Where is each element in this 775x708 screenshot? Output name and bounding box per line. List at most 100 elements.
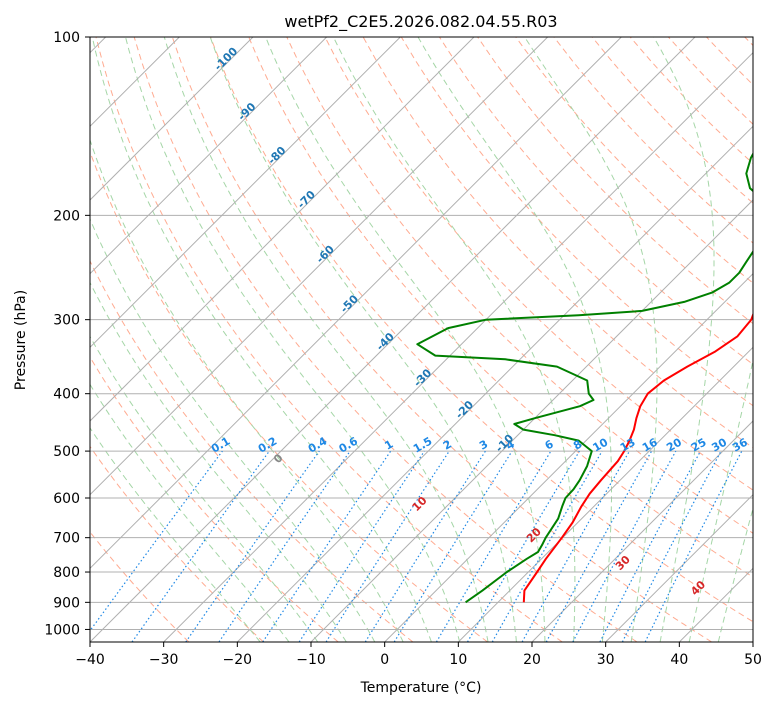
mixing-ratio-line [393, 450, 513, 642]
mixing-ratio-line [572, 450, 677, 642]
isotherm [678, 567, 753, 642]
dry-adiabat [286, 37, 753, 534]
moist-adiabat-label: 20 [524, 525, 544, 545]
isotherm [90, 37, 622, 570]
dry-adiabat [90, 150, 488, 642]
moist-adiabat [653, 37, 715, 642]
moist-adiabat [90, 217, 376, 642]
moist-adiabat [90, 427, 261, 642]
isotherm [90, 37, 549, 496]
moist-adiabat [209, 37, 517, 642]
y-tick-label: 100 [53, 30, 80, 46]
dry-adiabat [515, 37, 753, 284]
isotherm-label: -20 [453, 398, 476, 421]
mixing-ratio-label: 10 [591, 435, 611, 454]
isotherm [90, 37, 475, 422]
isotherm [163, 51, 753, 642]
background-lines [90, 37, 753, 642]
mixing-ratio-line [185, 450, 320, 642]
dry-adiabat [744, 37, 753, 47]
mixing-ratio-label: 30 [709, 435, 729, 454]
dry-adiabat [90, 445, 264, 642]
mixing-ratio-label: 16 [640, 435, 660, 454]
isotherm [90, 37, 696, 642]
mixing-ratio-line [599, 450, 702, 642]
isotherm [90, 37, 401, 349]
y-tick-label: 200 [53, 208, 80, 224]
isotherm-label: -90 [235, 100, 258, 123]
axes: −40 −30 −20 −10 0 10 20 30 40 5010020030040050060… [44, 30, 762, 668]
moist-adiabat [332, 37, 576, 642]
moist-adiabat [265, 37, 546, 642]
y-tick-label: 600 [53, 491, 80, 507]
chart-title: wetPf2_C2E5.2026.082.04.55.R03 [284, 12, 557, 32]
temperature-line [522, 312, 753, 603]
mixing-ratio-line [325, 450, 450, 642]
y-tick-label: 300 [53, 313, 80, 329]
mixing-ratio-line [262, 450, 392, 642]
mixing-ratio-label: 1.5 [411, 435, 434, 456]
mixing-ratio-label: 25 [689, 436, 709, 455]
moist-adiabat [90, 383, 290, 642]
y-tick-label: 700 [53, 531, 80, 547]
y-tick-label: 400 [53, 387, 80, 403]
y-axis-title: Pressure (hPa) [13, 290, 29, 390]
x-tick-label: 0 [380, 652, 389, 668]
isotherm-label: -100 [212, 44, 241, 73]
moist-adiabat [524, 37, 658, 642]
dry-adiabat [477, 37, 753, 325]
isotherm-label: -60 [314, 242, 337, 265]
moist-adiabat [688, 358, 753, 642]
y-tick-label: 500 [53, 444, 80, 460]
isotherm [90, 37, 328, 275]
mixing-ratio-line [644, 450, 743, 642]
x-axis-title: Temperature (°C) [360, 680, 482, 696]
dry-adiabat [90, 259, 414, 642]
dry-adiabat [324, 37, 753, 491]
isotherm [531, 420, 753, 642]
isotherm-label: -70 [295, 188, 318, 211]
dry-adiabat [171, 37, 712, 642]
x-tick-label: 20 [523, 652, 541, 668]
x-tick-label: 10 [449, 652, 467, 668]
mixing-ratio-line [521, 450, 631, 642]
x-tick-label: 50 [744, 652, 762, 668]
dry-adiabat [591, 37, 753, 204]
mixing-ratio-line [364, 450, 486, 642]
moist-adiabat [90, 335, 319, 642]
x-tick-label: −20 [223, 652, 253, 668]
y-tick-label: 1000 [44, 622, 80, 638]
mixing-ratio-line [218, 450, 351, 642]
isotherm [310, 199, 753, 642]
x-tick-label: 30 [597, 652, 615, 668]
y-tick-label: 900 [53, 595, 80, 611]
isotherm-label: -30 [411, 366, 434, 389]
dry-adiabat [248, 37, 753, 578]
mixing-ratio-label: 20 [664, 435, 684, 454]
moist-adiabat [90, 138, 404, 642]
mixing-ratio-label: 0.1 [209, 435, 232, 456]
moist-adiabat [417, 37, 612, 642]
dry-adiabat [706, 37, 753, 86]
isotherm-label: -50 [338, 292, 361, 315]
isotherm-label: -80 [265, 144, 288, 167]
x-tick-label: 40 [670, 652, 688, 668]
dry-adiabat [668, 37, 753, 125]
mixing-ratio-line [90, 450, 223, 632]
isotherm [457, 346, 753, 642]
mixing-ratio-line [131, 450, 270, 642]
moist-adiabat [91, 37, 432, 642]
dry-adiabat [90, 356, 339, 642]
moist-adiabat [125, 37, 461, 642]
moist-adiabat-label: 10 [410, 494, 430, 514]
moist-adiabat-label: 40 [688, 578, 708, 598]
isotherm-label: -40 [374, 330, 397, 353]
mixing-ratio-label: 3 [477, 438, 490, 453]
mixing-ratio-line [435, 450, 552, 642]
moist-adiabat [90, 281, 347, 642]
plot-frame [89, 36, 754, 643]
moist-adiabat [163, 37, 489, 642]
mixing-ratio-label: 0.6 [337, 434, 361, 455]
